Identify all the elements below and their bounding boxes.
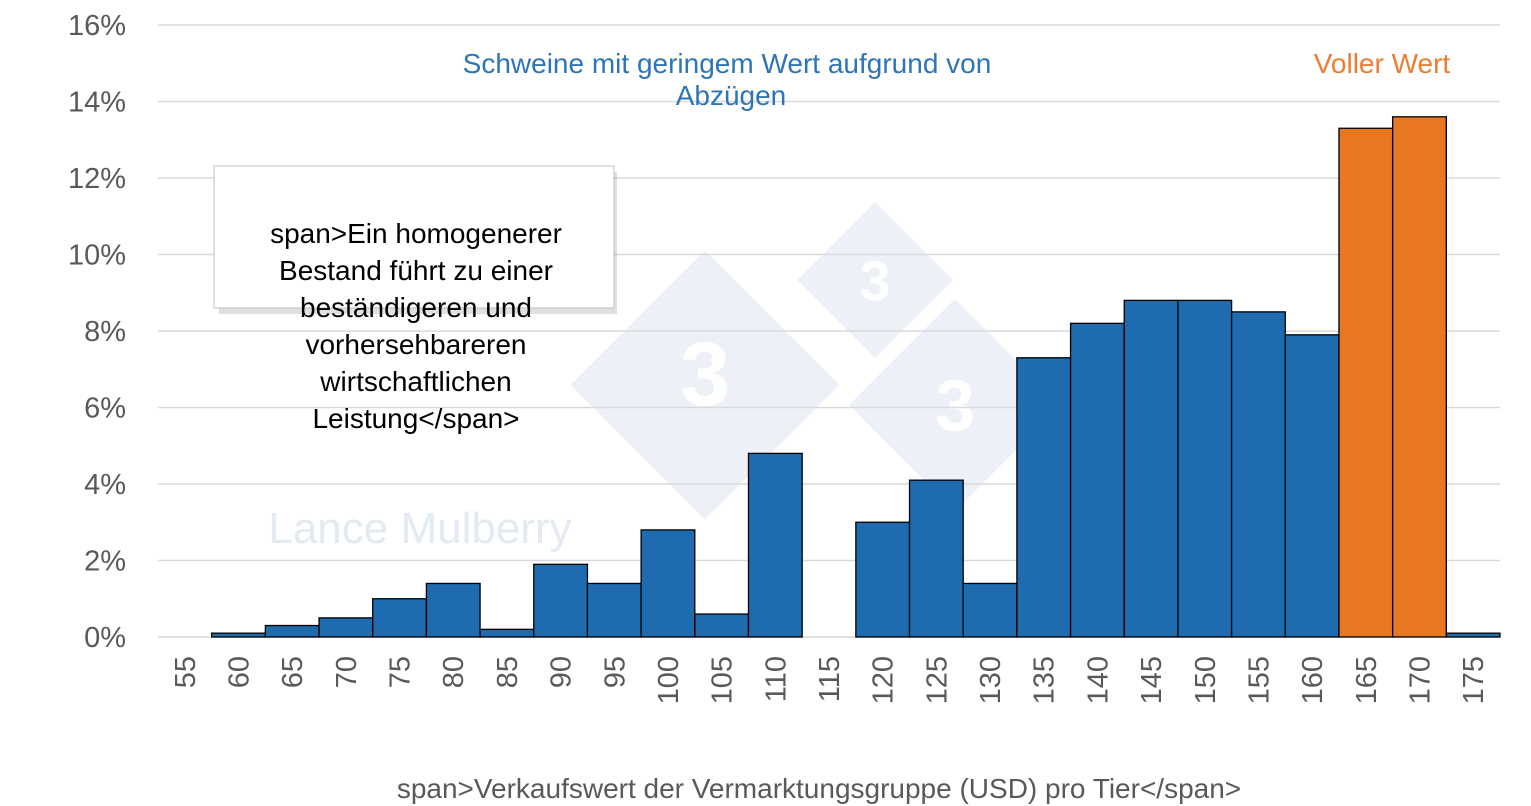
x-tick-label: 105 <box>707 656 739 704</box>
bar-90 <box>533 563 589 638</box>
bar-110 <box>747 452 803 638</box>
x-tick-label: 55 <box>170 656 202 688</box>
x-axis-ticks: 55 60 65 70 75 80 85 90 95 100 105 110 115 120 125 130 1… <box>170 656 1490 704</box>
x-tick-label: 130 <box>975 656 1007 704</box>
y-tick-label: 6% <box>84 393 126 425</box>
bar-125 <box>908 479 964 638</box>
bar-95 <box>586 582 642 638</box>
annotation-low-value-line1: Schweine mit geringem Wert aufgrund von <box>463 48 992 79</box>
x-tick-label: 120 <box>868 656 900 704</box>
y-tick-label: 10% <box>68 240 126 272</box>
callout-line: wirtschaftlichen <box>319 366 511 397</box>
x-tick-label: 95 <box>599 656 631 688</box>
callout-line: Bestand führt zu einer <box>279 255 553 286</box>
x-tick-label: 160 <box>1297 656 1329 704</box>
annotation-low-value-line2: Abzügen <box>676 80 787 111</box>
bar-155 <box>1230 311 1286 638</box>
bar-70 <box>318 617 374 638</box>
bar-175 <box>1445 632 1501 638</box>
bar-170 <box>1391 116 1447 638</box>
x-tick-label: 140 <box>1082 656 1114 704</box>
x-tick-label: 155 <box>1243 656 1275 704</box>
bar-120 <box>855 521 911 638</box>
bar-160 <box>1284 334 1340 638</box>
bar-130 <box>962 582 1018 638</box>
callout-line: vorhersehbareren <box>305 329 526 360</box>
x-tick-label: 70 <box>331 656 363 688</box>
bar-85 <box>479 628 535 638</box>
x-tick-label: 100 <box>653 656 685 704</box>
bar-60 <box>211 632 267 638</box>
watermark-logo: 3 3 3 <box>570 202 1062 520</box>
x-tick-label: 170 <box>1404 656 1436 704</box>
x-tick-label: 110 <box>760 656 792 702</box>
x-tick-label: 85 <box>492 656 524 688</box>
bar-105 <box>694 613 750 638</box>
y-tick-label: 4% <box>84 469 126 501</box>
x-tick-label: 145 <box>1136 656 1168 704</box>
bar-145 <box>1123 299 1179 638</box>
x-tick-label: 165 <box>1351 656 1383 704</box>
callout-box <box>213 165 617 314</box>
bar-65 <box>264 624 320 638</box>
x-tick-label: 115 <box>814 656 846 702</box>
svg-text:3: 3 <box>680 325 730 425</box>
y-tick-label: 8% <box>84 316 126 348</box>
y-tick-label: 2% <box>84 546 126 578</box>
svg-text:3: 3 <box>935 366 975 446</box>
bar-135 <box>1016 357 1072 638</box>
callout-line: Leistung</span> <box>312 403 519 434</box>
x-tick-label: 80 <box>438 656 470 688</box>
x-tick-label: 90 <box>546 656 578 688</box>
y-tick-label: 0% <box>84 622 126 654</box>
x-tick-label: 135 <box>1029 656 1061 704</box>
bar-150 <box>1177 299 1233 638</box>
callout-text: span>Ein homogenerer Bestand führt zu ein… <box>270 218 562 434</box>
x-tick-label: 125 <box>921 656 953 704</box>
callout-line: beständigeren und <box>300 292 532 323</box>
bar-75 <box>372 598 428 638</box>
x-tick-label: 60 <box>224 656 256 688</box>
bar-100 <box>640 529 696 638</box>
y-tick-label: 14% <box>68 87 126 119</box>
y-axis-ticks: 0% 2% 4% 6% 8% 10% 12% 14% 16% <box>68 10 126 654</box>
callout-line: span>Ein homogenerer <box>270 218 562 249</box>
bar-80 <box>425 582 481 638</box>
y-tick-label: 12% <box>68 163 126 195</box>
annotation-full-value: Voller Wert <box>1314 48 1451 79</box>
bars <box>211 116 1501 638</box>
x-tick-label: 175 <box>1458 656 1490 704</box>
watermark-text: Lance Mulberry <box>268 504 571 553</box>
x-tick-label: 75 <box>385 656 417 688</box>
y-tick-label: 16% <box>68 10 126 42</box>
x-axis-label: span>Verkaufswert der Vermarktungsgruppe… <box>397 773 1241 804</box>
bar-140 <box>1069 322 1125 638</box>
x-tick-label: 65 <box>277 656 309 688</box>
x-tick-label: 150 <box>1190 656 1222 704</box>
svg-text:3: 3 <box>859 249 890 312</box>
bar-165 <box>1338 127 1394 638</box>
